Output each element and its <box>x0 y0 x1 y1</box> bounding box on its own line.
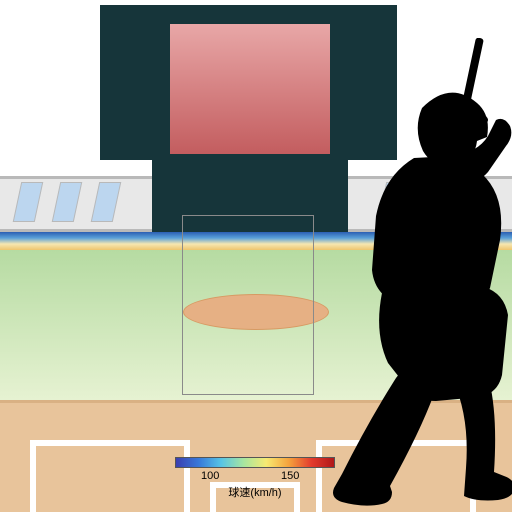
legend-tick: 100 <box>201 470 219 482</box>
batter-silhouette <box>304 38 512 508</box>
legend-tick: 150 <box>281 470 299 482</box>
scene: 100150 球速(km/h) <box>0 0 512 512</box>
chalk-line <box>30 440 36 512</box>
strike-zone <box>182 215 314 395</box>
batter-icon <box>304 38 512 508</box>
chalk-line <box>30 440 190 446</box>
